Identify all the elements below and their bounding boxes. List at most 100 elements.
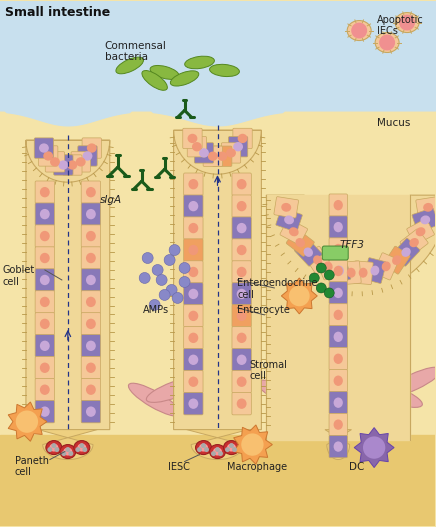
- FancyBboxPatch shape: [329, 238, 347, 260]
- FancyBboxPatch shape: [81, 181, 101, 203]
- Ellipse shape: [375, 33, 399, 53]
- FancyBboxPatch shape: [78, 146, 97, 166]
- FancyBboxPatch shape: [34, 138, 54, 158]
- Ellipse shape: [334, 419, 343, 430]
- Circle shape: [16, 411, 38, 433]
- FancyBboxPatch shape: [364, 258, 386, 284]
- Ellipse shape: [237, 245, 247, 255]
- Ellipse shape: [86, 253, 96, 263]
- FancyBboxPatch shape: [329, 282, 347, 304]
- FancyBboxPatch shape: [280, 219, 308, 245]
- FancyBboxPatch shape: [232, 305, 251, 327]
- Ellipse shape: [60, 445, 76, 458]
- Ellipse shape: [188, 201, 198, 211]
- FancyBboxPatch shape: [184, 370, 203, 393]
- Circle shape: [54, 447, 59, 452]
- Ellipse shape: [238, 134, 248, 143]
- Polygon shape: [38, 430, 97, 460]
- FancyBboxPatch shape: [416, 197, 436, 218]
- Ellipse shape: [188, 223, 198, 233]
- Ellipse shape: [77, 444, 86, 452]
- FancyBboxPatch shape: [232, 195, 251, 217]
- Ellipse shape: [213, 447, 222, 455]
- FancyBboxPatch shape: [232, 261, 251, 283]
- Circle shape: [169, 245, 180, 256]
- FancyBboxPatch shape: [329, 348, 347, 370]
- FancyBboxPatch shape: [184, 327, 203, 349]
- FancyBboxPatch shape: [322, 246, 348, 260]
- FancyBboxPatch shape: [82, 138, 102, 158]
- FancyBboxPatch shape: [383, 246, 410, 274]
- Ellipse shape: [257, 380, 312, 409]
- Text: Paneth
cell: Paneth cell: [15, 455, 49, 477]
- Ellipse shape: [40, 187, 50, 197]
- Ellipse shape: [86, 363, 96, 373]
- Circle shape: [379, 35, 395, 51]
- Text: sIgA: sIgA: [100, 195, 122, 205]
- FancyBboxPatch shape: [304, 246, 331, 274]
- Ellipse shape: [334, 288, 343, 298]
- Ellipse shape: [40, 385, 50, 395]
- Text: DC: DC: [350, 462, 365, 472]
- Ellipse shape: [224, 441, 239, 455]
- Ellipse shape: [63, 447, 72, 455]
- FancyBboxPatch shape: [328, 258, 351, 284]
- Circle shape: [166, 285, 177, 296]
- FancyBboxPatch shape: [274, 197, 299, 218]
- FancyBboxPatch shape: [63, 155, 82, 175]
- Circle shape: [65, 447, 70, 452]
- Ellipse shape: [237, 398, 247, 409]
- Bar: [0, 435, 435, 527]
- FancyBboxPatch shape: [35, 203, 54, 225]
- Ellipse shape: [237, 311, 247, 321]
- Ellipse shape: [303, 248, 313, 257]
- Circle shape: [142, 252, 153, 264]
- Ellipse shape: [281, 203, 291, 212]
- Circle shape: [139, 272, 150, 284]
- Ellipse shape: [313, 256, 322, 265]
- FancyBboxPatch shape: [286, 229, 314, 256]
- FancyBboxPatch shape: [329, 414, 347, 436]
- FancyBboxPatch shape: [81, 335, 101, 357]
- FancyBboxPatch shape: [232, 283, 251, 305]
- FancyBboxPatch shape: [35, 378, 54, 401]
- FancyBboxPatch shape: [232, 370, 251, 393]
- FancyBboxPatch shape: [353, 261, 373, 285]
- Ellipse shape: [142, 71, 167, 90]
- Ellipse shape: [334, 244, 343, 254]
- Ellipse shape: [284, 216, 294, 225]
- Ellipse shape: [188, 355, 198, 365]
- FancyBboxPatch shape: [54, 155, 73, 175]
- Text: Small intestine: Small intestine: [5, 6, 110, 18]
- Ellipse shape: [86, 231, 96, 241]
- Ellipse shape: [43, 151, 53, 161]
- Ellipse shape: [334, 331, 343, 342]
- Ellipse shape: [416, 227, 426, 236]
- FancyBboxPatch shape: [81, 247, 101, 269]
- FancyBboxPatch shape: [81, 269, 101, 291]
- Circle shape: [225, 447, 230, 452]
- Text: Enterocyte: Enterocyte: [238, 305, 290, 315]
- FancyBboxPatch shape: [232, 239, 251, 261]
- Ellipse shape: [359, 268, 368, 278]
- Ellipse shape: [296, 238, 305, 247]
- FancyBboxPatch shape: [316, 253, 341, 280]
- Text: Goblet
cell: Goblet cell: [3, 265, 35, 287]
- Ellipse shape: [371, 266, 379, 276]
- Ellipse shape: [334, 266, 343, 276]
- FancyBboxPatch shape: [184, 348, 203, 371]
- FancyBboxPatch shape: [329, 194, 347, 216]
- Ellipse shape: [76, 157, 85, 167]
- Ellipse shape: [280, 374, 338, 396]
- Text: Macrophage: Macrophage: [228, 462, 288, 472]
- Ellipse shape: [188, 398, 198, 409]
- Circle shape: [204, 447, 209, 452]
- Ellipse shape: [210, 64, 239, 76]
- Text: Apoptotic
IECs: Apoptotic IECs: [377, 15, 424, 36]
- FancyBboxPatch shape: [81, 401, 101, 423]
- Ellipse shape: [402, 248, 411, 257]
- Ellipse shape: [40, 297, 50, 307]
- Ellipse shape: [289, 227, 299, 236]
- FancyBboxPatch shape: [184, 261, 203, 283]
- Circle shape: [229, 443, 234, 448]
